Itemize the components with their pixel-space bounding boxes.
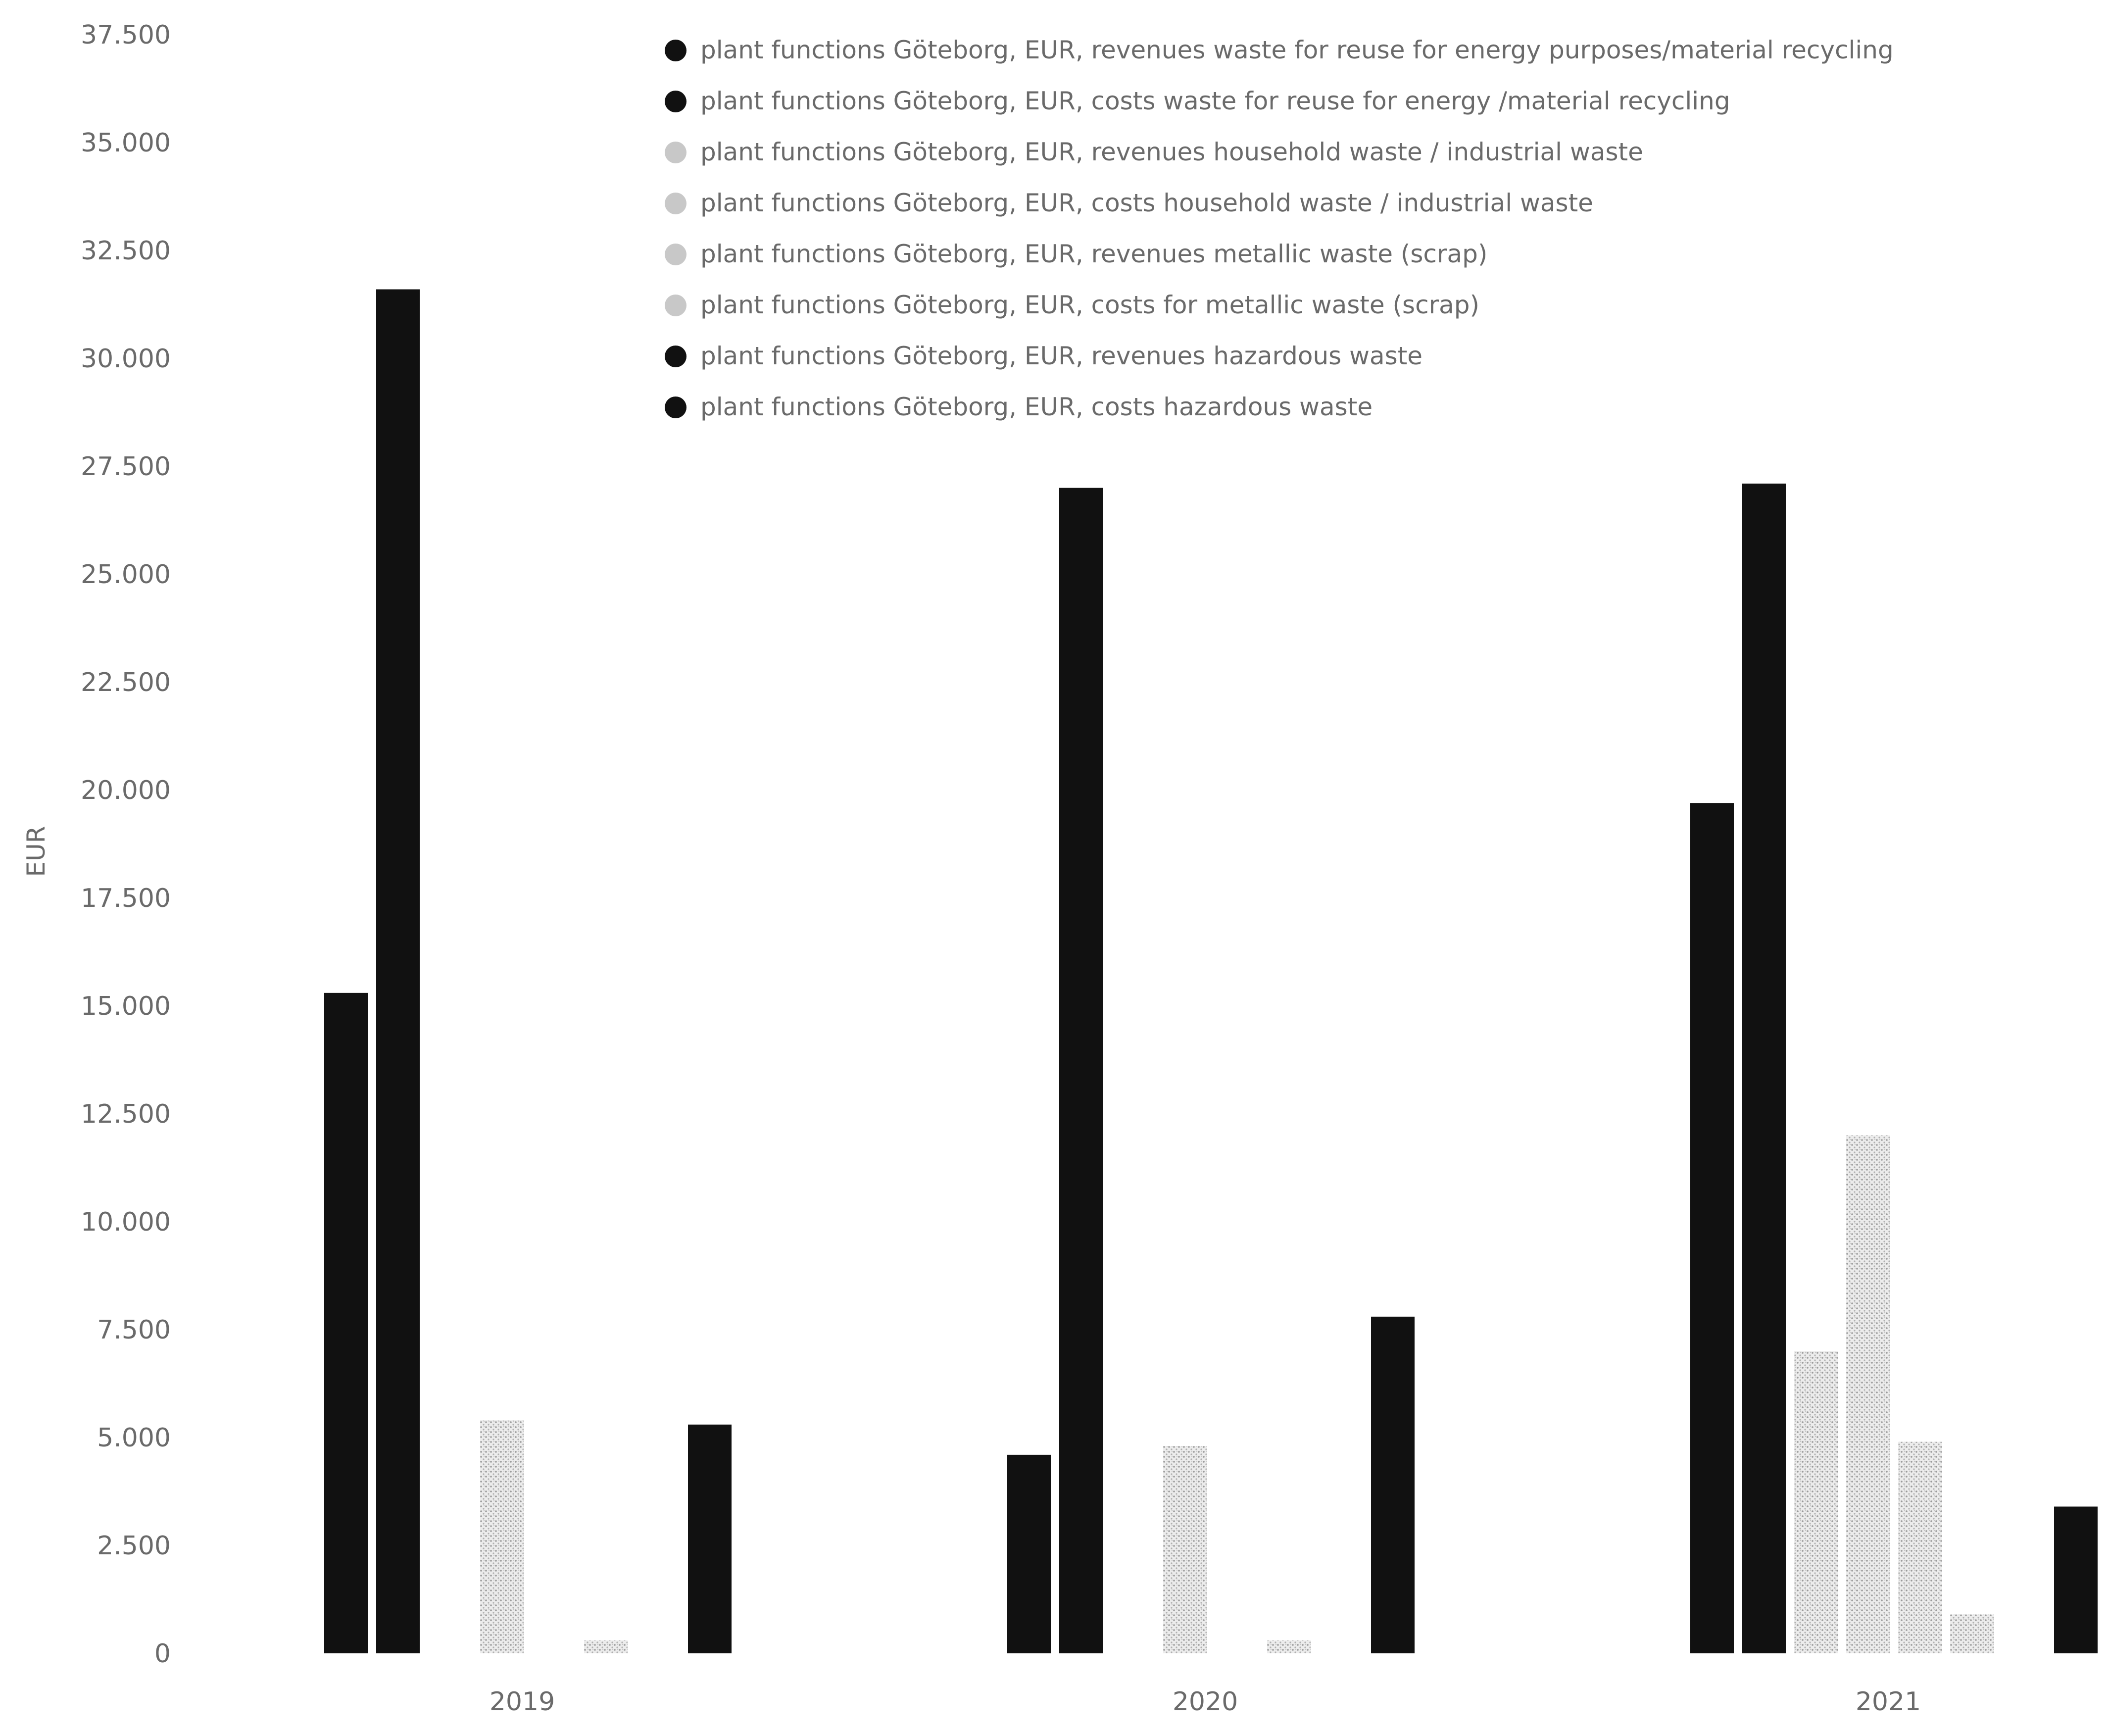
bar-2020-series-2 bbox=[1059, 488, 1103, 1653]
bar-2021-series-1 bbox=[1690, 803, 1734, 1653]
bar-2021-series-4 bbox=[1846, 1135, 1890, 1653]
y-axis-title: EUR bbox=[22, 826, 50, 877]
legend-marker bbox=[665, 295, 686, 316]
y-axis-ticks: 0 2.500 5.000 7.500 10.000 12.500 15.000 17.500… bbox=[81, 20, 171, 1669]
legend-marker bbox=[665, 40, 686, 61]
legend-label: plant functions Göteborg, EUR, revenues … bbox=[700, 342, 1422, 370]
bar-2021-series-6 bbox=[1950, 1614, 1994, 1653]
y-tick-label: 15.000 bbox=[81, 992, 171, 1021]
y-tick-label: 32.500 bbox=[81, 236, 171, 266]
bar-2021-series-3 bbox=[1794, 1351, 1838, 1653]
y-tick-label: 0 bbox=[154, 1639, 171, 1669]
y-tick-label: 7.500 bbox=[97, 1315, 171, 1345]
y-tick-label: 37.500 bbox=[81, 20, 171, 50]
y-tick-label: 25.000 bbox=[81, 560, 171, 590]
y-tick-label: 22.500 bbox=[81, 668, 171, 697]
y-tick-label: 12.500 bbox=[81, 1099, 171, 1129]
legend-label: plant functions Göteborg, EUR, costs haz… bbox=[700, 393, 1373, 421]
legend-marker bbox=[665, 244, 686, 265]
legend-marker bbox=[665, 397, 686, 418]
bar-2020-series-1 bbox=[1007, 1454, 1051, 1653]
legend: plant functions Göteborg, EUR, revenues … bbox=[665, 36, 1894, 421]
bar-2021-series-2 bbox=[1742, 483, 1786, 1654]
legend-label: plant functions Göteborg, EUR, revenues … bbox=[700, 240, 1487, 268]
bar-2020-series-6 bbox=[1267, 1640, 1311, 1653]
y-tick-label: 10.000 bbox=[81, 1207, 171, 1237]
bar-2020-series-4 bbox=[1163, 1446, 1207, 1653]
x-tick-label: 2020 bbox=[1173, 1687, 1238, 1717]
legend-marker bbox=[665, 142, 686, 163]
bar-2019-series-4 bbox=[480, 1420, 524, 1653]
y-tick-label: 17.500 bbox=[81, 884, 171, 913]
legend-marker bbox=[665, 346, 686, 367]
y-tick-label: 27.500 bbox=[81, 452, 171, 482]
legend-label: plant functions Göteborg, EUR, costs hou… bbox=[700, 189, 1593, 217]
bar-2020-series-8 bbox=[1371, 1316, 1415, 1653]
bar-2021-series-5 bbox=[1898, 1441, 1942, 1653]
y-tick-label: 5.000 bbox=[97, 1423, 171, 1453]
x-tick-label: 2021 bbox=[1856, 1687, 1921, 1717]
y-tick-label: 20.000 bbox=[81, 776, 171, 805]
legend-marker bbox=[665, 91, 686, 112]
legend-label: plant functions Göteborg, EUR, costs for… bbox=[700, 291, 1479, 319]
x-tick-label: 2019 bbox=[490, 1687, 555, 1717]
bar-2021-series-8 bbox=[2054, 1506, 2098, 1653]
legend-label: plant functions Göteborg, EUR, revenues … bbox=[700, 138, 1643, 166]
bar-2019-series-1 bbox=[324, 992, 368, 1653]
y-tick-label: 30.000 bbox=[81, 344, 171, 374]
legend-marker bbox=[665, 193, 686, 214]
y-tick-label: 35.000 bbox=[81, 128, 171, 158]
bar-series-group bbox=[324, 289, 2098, 1654]
bar-2019-series-2 bbox=[376, 289, 420, 1653]
legend-label: plant functions Göteborg, EUR, revenues … bbox=[700, 36, 1894, 64]
legend-label: plant functions Göteborg, EUR, costs was… bbox=[700, 87, 1730, 115]
y-tick-label: 2.500 bbox=[97, 1531, 171, 1561]
x-axis-labels: 2019 2020 2021 bbox=[490, 1687, 1921, 1717]
bar-2019-series-8 bbox=[688, 1424, 732, 1653]
bar-2019-series-6 bbox=[584, 1640, 628, 1653]
